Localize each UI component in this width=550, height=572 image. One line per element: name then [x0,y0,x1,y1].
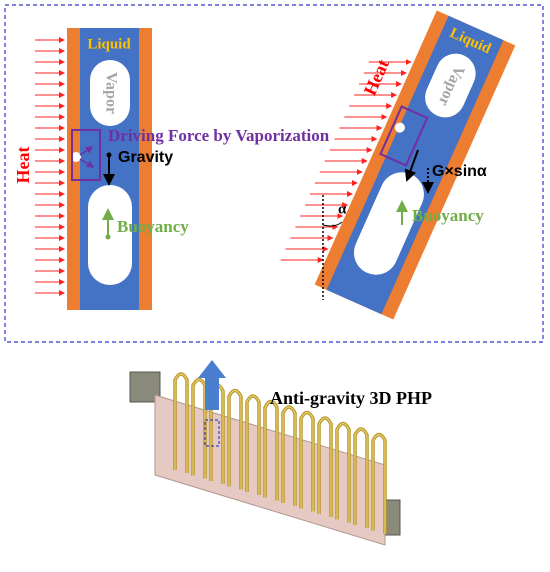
vapor-slug [90,60,130,126]
loop [174,373,188,473]
loop [300,411,314,512]
frame [4,4,544,343]
loops [173,372,387,534]
heat-label: Heat [360,56,393,98]
vapor-slug [353,172,424,275]
buoyancy-label: Buoyancy [117,217,189,236]
loop [228,389,242,490]
bubble [71,152,81,162]
angle-arc [322,221,343,227]
highlight-box [71,129,101,181]
gravity-label: G×sinα [432,163,487,180]
heat-label: Heat [13,147,33,184]
force-arrow [79,146,94,156]
force-arrow [79,158,95,168]
bubble [394,122,405,133]
loop [264,400,278,501]
loop [246,395,260,495]
vapor-slug [425,53,476,118]
buoyancy-label: Buoyancy [412,206,484,225]
loop [192,378,206,479]
tilted-tube: Liquid Vapor [314,10,516,320]
gravity-label: Gravity [118,149,173,166]
driving-force-label: Driving Force by Vaporization [108,126,330,145]
gravity-arrow [404,149,419,182]
highlight-box [379,105,429,167]
highlight-box [204,419,220,447]
loop [318,417,332,517]
caption: Anti-gravity 3D PHP [270,388,432,408]
heat-arrows [35,37,412,296]
loop [354,428,368,528]
direction-arrow [198,360,226,410]
loop [336,422,350,523]
loop [282,406,296,506]
loop [372,433,386,534]
angle-label: α [338,201,347,217]
vapor-slug [88,185,132,285]
liquid-label: Liquid [87,36,131,52]
vapor-label: Vapor [102,72,119,114]
